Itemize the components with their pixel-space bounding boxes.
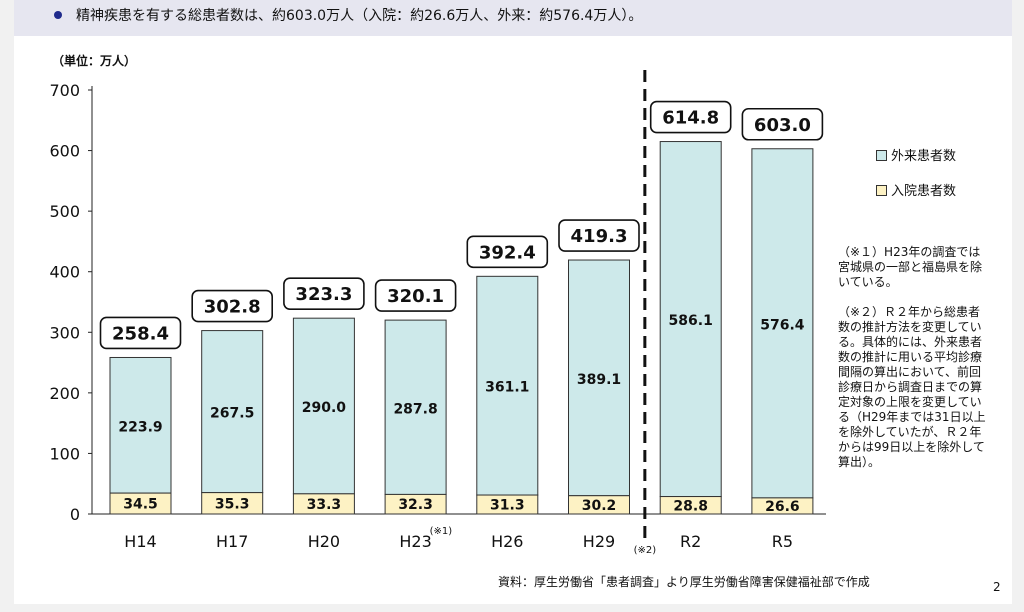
footnote-1: （※１）H23年の調査では宮城県の一部と福島県を除いている。 xyxy=(838,245,983,289)
footnote-2: （※２）Ｒ２年から総患者数の推計方法を変更している。具体的には、外来患者数の推計… xyxy=(838,305,986,469)
bar-inpatient xyxy=(568,495,630,515)
total-label-box xyxy=(191,289,273,323)
x-tick-label: H14 xyxy=(124,532,156,551)
bar-outpatient xyxy=(568,259,630,497)
data-label-outpatient: 223.9 xyxy=(118,419,162,435)
y-tick-label: 600 xyxy=(49,142,80,161)
data-label-inpatient: 32.3 xyxy=(398,497,433,513)
x-tick-label: H23 xyxy=(399,532,431,551)
data-label-inpatient: 28.8 xyxy=(673,498,708,514)
total-label: 392.4 xyxy=(479,242,536,263)
bar-inpatient xyxy=(751,497,814,515)
y-tick-label: 400 xyxy=(49,263,80,282)
data-label-outpatient: 586.1 xyxy=(669,313,713,329)
total-label-box xyxy=(283,277,365,310)
x-tick-label: H20 xyxy=(308,532,340,551)
bar-outpatient xyxy=(384,319,447,495)
legend-label-inpatient: 入院患者数 xyxy=(891,184,957,199)
legend-label-outpatient: 外来患者数 xyxy=(891,149,957,164)
total-label: 603.0 xyxy=(754,115,811,136)
y-tick-label: 100 xyxy=(49,444,80,463)
headline-banner: 精神疾患を有する総患者数は、約603.0万人（入院：約26.6万人、外来：約57… xyxy=(14,0,1012,36)
data-label-inpatient: 35.3 xyxy=(215,496,250,512)
bar-outpatient xyxy=(201,330,264,494)
y-tick-label: 700 xyxy=(49,81,80,100)
total-label-box xyxy=(741,107,824,141)
y-tick-label: 200 xyxy=(49,384,80,403)
data-label-inpatient: 26.6 xyxy=(765,499,800,515)
data-label-outpatient: 290.0 xyxy=(302,400,347,416)
total-label: 258.4 xyxy=(112,323,169,344)
divider-note: (※2) xyxy=(634,545,657,556)
total-label-box xyxy=(374,279,457,312)
total-label-box xyxy=(466,235,549,269)
total-label: 302.8 xyxy=(204,297,261,318)
data-label-outpatient: 389.1 xyxy=(577,372,621,388)
legend-swatch-outpatient xyxy=(876,150,887,161)
legend-swatch-inpatient xyxy=(876,185,887,196)
bar-outpatient xyxy=(109,356,172,494)
bar-inpatient xyxy=(109,492,172,515)
x-tick-label: R5 xyxy=(772,532,793,551)
legend-item-outpatient: 外来患者数 xyxy=(876,145,956,164)
x-tick-note: (※1) xyxy=(430,526,453,537)
total-label-box xyxy=(649,100,732,134)
bullet-icon xyxy=(54,11,62,19)
data-label-inpatient: 33.3 xyxy=(307,497,342,513)
legend-item-inpatient: 入院患者数 xyxy=(876,180,956,199)
source-citation: 資料：厚生労働省「患者調査」より厚生労働省障害保健福祉部で作成 xyxy=(498,575,870,589)
data-label-inpatient: 31.3 xyxy=(490,498,525,514)
data-label-inpatient: 30.2 xyxy=(582,498,617,514)
total-label-box xyxy=(99,316,182,350)
y-tick-label: 300 xyxy=(49,323,80,342)
y-tick-label: 0 xyxy=(70,505,80,524)
page-number: 2 xyxy=(993,580,1001,594)
x-tick-label: H17 xyxy=(216,532,248,551)
total-label: 323.3 xyxy=(295,284,352,305)
data-label-inpatient: 34.5 xyxy=(123,497,158,513)
bar-outpatient xyxy=(292,317,355,495)
x-tick-label: R2 xyxy=(680,532,701,551)
bar-inpatient xyxy=(201,492,264,515)
bar-outpatient xyxy=(751,148,814,499)
y-tick-label: 500 xyxy=(49,202,80,221)
total-label: 320.1 xyxy=(387,286,444,307)
data-label-outpatient: 267.5 xyxy=(210,406,254,422)
total-label-box xyxy=(558,219,640,252)
bar-inpatient xyxy=(476,494,539,515)
x-tick-label: H26 xyxy=(491,532,523,551)
bar-outpatient xyxy=(476,275,539,496)
bar-inpatient xyxy=(659,496,722,515)
unit-label: （単位：万人） xyxy=(52,54,137,68)
total-label: 419.3 xyxy=(571,226,628,247)
data-label-outpatient: 361.1 xyxy=(485,380,529,396)
bar-outpatient xyxy=(659,141,722,498)
data-label-outpatient: 576.4 xyxy=(760,317,805,333)
data-label-outpatient: 287.8 xyxy=(393,401,437,417)
x-tick-label: H29 xyxy=(583,532,615,551)
total-label: 614.8 xyxy=(662,108,719,129)
headline-text: 精神疾患を有する総患者数は、約603.0万人（入院：約26.6万人、外来：約57… xyxy=(76,8,643,24)
bar-inpatient xyxy=(384,493,447,515)
bar-inpatient xyxy=(292,493,355,515)
